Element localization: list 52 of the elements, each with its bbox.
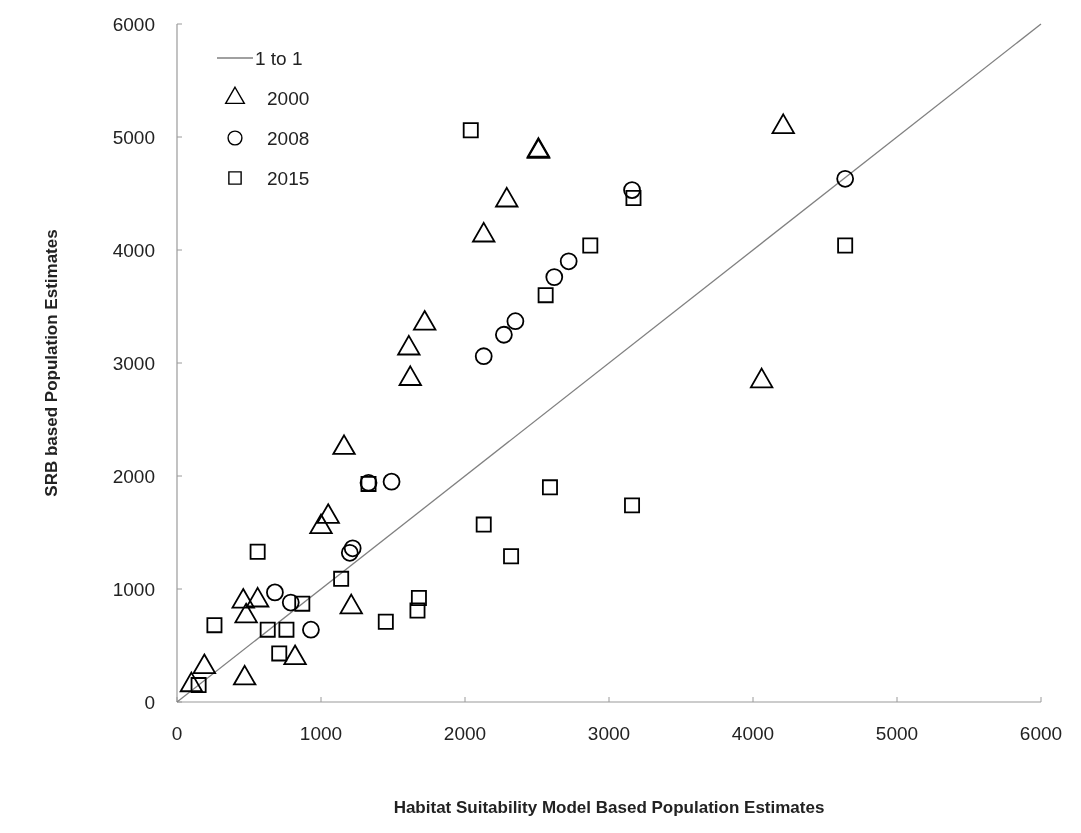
x-tick-label: 3000	[587, 723, 631, 744]
point	[409, 602, 426, 619]
point	[475, 516, 492, 533]
point	[506, 312, 525, 331]
point	[249, 543, 266, 560]
point	[294, 595, 311, 612]
legend-label: 2000	[267, 87, 310, 109]
x-axis-title: Habitat Suitability Model Based Population Estimates	[393, 798, 825, 817]
point	[259, 621, 276, 638]
point	[278, 621, 295, 638]
y-tick-label: 3000	[112, 352, 155, 374]
x-tick-label: 2000	[443, 723, 487, 744]
point	[545, 268, 564, 286]
point	[474, 347, 493, 366]
y-tick-label: 1000	[112, 578, 155, 600]
x-tick-label: 5000	[875, 723, 919, 744]
point	[537, 287, 554, 304]
point	[377, 613, 394, 630]
y-axis-title: SRB based Population Estimates	[42, 229, 61, 497]
y-tick-label: 6000	[112, 13, 155, 35]
point	[495, 325, 513, 344]
point	[333, 570, 350, 587]
x-tick-label: 4000	[731, 723, 775, 744]
point	[266, 583, 284, 602]
x-tick-label: 0	[171, 723, 183, 744]
point	[343, 539, 362, 558]
x-tick-label: 1000	[299, 723, 343, 744]
point	[410, 590, 427, 607]
point	[559, 252, 578, 271]
y-tick-label: 0	[144, 691, 155, 713]
x-tick-label: 6000	[1019, 723, 1063, 744]
point	[382, 472, 401, 491]
point	[582, 237, 599, 254]
point	[837, 237, 854, 254]
y-tick-label: 2000	[112, 465, 155, 487]
point	[503, 548, 520, 565]
point	[624, 497, 641, 514]
point	[340, 543, 359, 562]
point	[623, 181, 641, 199]
point	[206, 617, 223, 634]
point	[541, 479, 558, 496]
point	[625, 190, 642, 206]
point	[836, 169, 855, 188]
point	[271, 645, 288, 662]
legend-label: 2015	[267, 167, 310, 189]
legend-label: 1 to 1	[255, 47, 303, 69]
y-tick-label: 4000	[112, 239, 155, 261]
legend-label: 2008	[267, 127, 310, 149]
y-tick-label: 5000	[112, 126, 155, 148]
point	[462, 122, 479, 139]
point	[281, 593, 300, 612]
point	[302, 620, 320, 639]
